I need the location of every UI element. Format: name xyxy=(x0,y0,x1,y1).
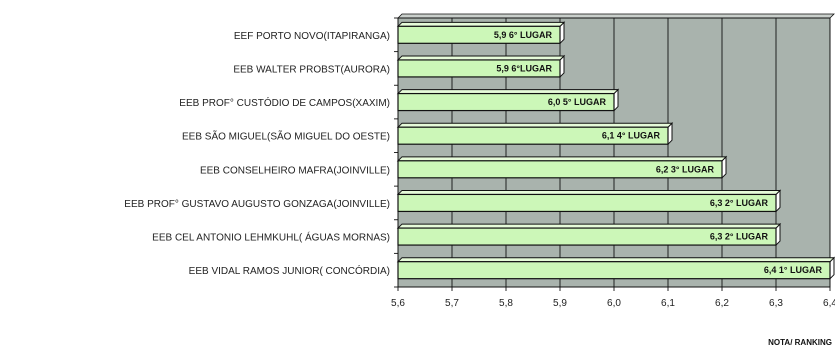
category-label: EEB SÃO MIGUEL(SÃO MIGUEL DO OESTE) xyxy=(182,130,390,143)
bar-data-label: 6,3 2° LUGAR xyxy=(710,198,769,208)
x-axis-label: NOTA/ RANKING xyxy=(768,338,832,347)
x-tick-label: 5,9 xyxy=(553,298,567,309)
bar-data-label: 6,2 3° LUGAR xyxy=(656,164,715,174)
x-tick-labels: 5,6 5,7 5,8 5,9 6,0 6,1 6,2 6,3 6,4 xyxy=(391,298,835,309)
category-labels: EEF PORTO NOVO(ITAPIRANGA) EEB WALTER PRO… xyxy=(124,31,390,277)
bar xyxy=(397,193,777,213)
x-tick-label: 6,1 xyxy=(661,298,675,309)
bar-data-label: 5,9 6° LUGAR xyxy=(494,30,553,40)
bar-data-label: 6,0 5° LUGAR xyxy=(548,97,607,107)
x-tick-label: 6,3 xyxy=(769,298,783,309)
category-label: EEB PROF° GUSTAVO AUGUSTO GONZAGA(JOINVI… xyxy=(124,199,390,210)
bar xyxy=(397,92,615,112)
category-label: EEB CEL ANTONIO LEHMKUHL( ÁGUAS MORNAS) xyxy=(152,231,390,244)
category-label: EEB VIDAL RAMOS JUNIOR( CONCÓRDIA) xyxy=(189,264,390,277)
category-label: EEB WALTER PROBST(AURORA) xyxy=(233,64,390,75)
category-label: EEF PORTO NOVO(ITAPIRANGA) xyxy=(234,31,390,42)
plot-top-wall xyxy=(397,13,835,19)
bar-data-label: 6,3 2° LUGAR xyxy=(710,232,769,242)
bar-top xyxy=(396,156,728,162)
bar-data-label: 5,9 6°LUGAR xyxy=(496,63,552,73)
bar xyxy=(397,59,561,78)
bar-top xyxy=(396,189,782,195)
bar xyxy=(397,126,669,145)
x-tick-label: 6,4 xyxy=(823,298,835,309)
bar xyxy=(397,160,723,179)
bar xyxy=(397,25,561,44)
x-tick-label: 5,8 xyxy=(499,298,513,309)
plot-area: 5,9 6° LUGAR 5,9 6°LUGAR 6,0 5° LUGAR 6,1 4… xyxy=(394,13,835,291)
bar xyxy=(397,261,831,280)
category-label: EEB CONSELHEIRO MAFRA(JOINVILLE) xyxy=(200,165,390,176)
x-tick-label: 5,6 xyxy=(391,298,405,309)
bar xyxy=(397,227,777,246)
x-tick-label: 6,2 xyxy=(715,298,729,309)
x-tick-label: 6,0 xyxy=(607,298,621,309)
bar-data-label: 6,1 4° LUGAR xyxy=(602,131,661,141)
bar-top xyxy=(396,257,835,263)
bar-data-label: 6,4 1° LUGAR xyxy=(764,265,823,275)
bar-top xyxy=(396,223,782,229)
category-label: EEB PROF° CUSTÓDIO DE CAMPOS(XAXIM) xyxy=(179,96,390,109)
x-tick-label: 5,7 xyxy=(445,298,459,309)
